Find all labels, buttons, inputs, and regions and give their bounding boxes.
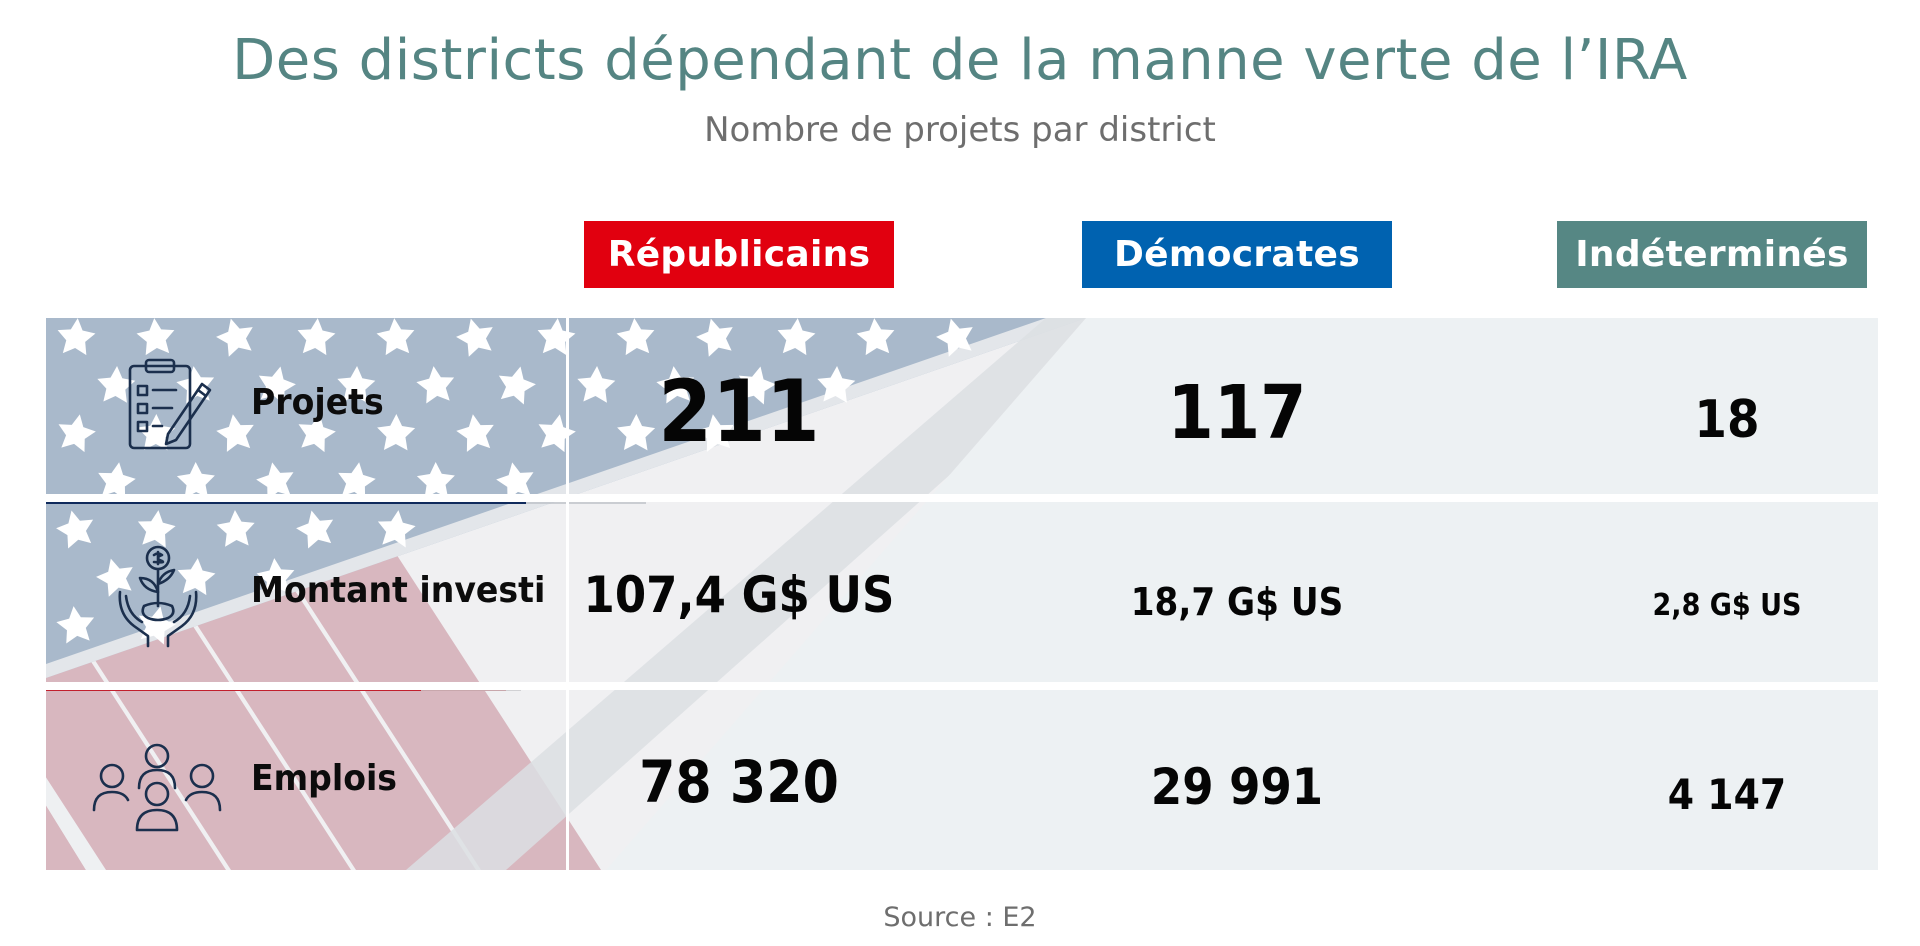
cell-projets-democrates: 117 xyxy=(1167,370,1307,456)
row-separator xyxy=(46,682,1878,690)
cell-emplois-republicains: 78 320 xyxy=(639,748,839,816)
clipboard-checklist-icon xyxy=(128,358,212,450)
column-header-democrates: Démocrates xyxy=(1082,221,1392,288)
cell-montant-republicains: 107,4 G$ US xyxy=(583,566,895,624)
chart-title: Des districts dépendant de la manne vert… xyxy=(232,28,1688,93)
cell-emplois-indetermines: 4 147 xyxy=(1667,770,1787,819)
cell-montant-indetermines: 2,8 G$ US xyxy=(1652,588,1802,623)
column-header-indetermines: Indéterminés xyxy=(1557,221,1867,288)
data-table: Projets Montant investi xyxy=(46,318,1878,870)
cell-projets-indetermines: 18 xyxy=(1694,390,1760,450)
chart-subtitle: Nombre de projets par district xyxy=(704,110,1216,150)
cell-montant-democrates: 18,7 G$ US xyxy=(1130,580,1344,624)
cell-projets-republicains: 211 xyxy=(658,362,820,462)
cell-emplois-democrates: 29 991 xyxy=(1150,758,1324,816)
people-group-icon xyxy=(92,743,222,832)
row-label-montant-investi: Montant investi xyxy=(251,570,546,611)
source-note: Source : E2 xyxy=(883,902,1037,933)
column-header-republicains: Républicains xyxy=(584,221,894,288)
row-separator xyxy=(46,494,1878,502)
column-separator xyxy=(566,318,569,870)
row-label-projets: Projets xyxy=(251,382,384,423)
hands-plant-money-icon xyxy=(118,545,198,648)
row-label-emplois: Emplois xyxy=(251,758,398,799)
